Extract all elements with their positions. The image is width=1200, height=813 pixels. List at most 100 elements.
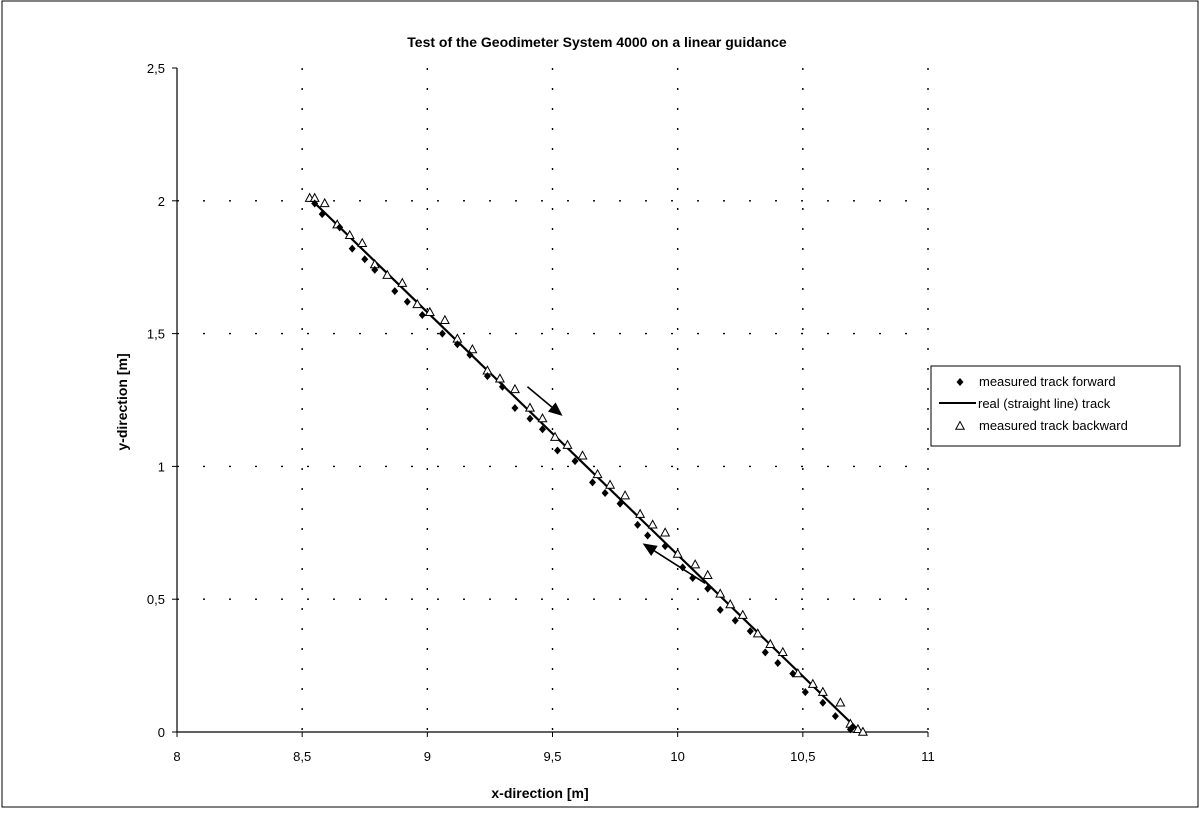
backward-point: [660, 527, 671, 537]
forward-point: [589, 478, 597, 487]
legend-item: measured track backward: [954, 418, 1128, 433]
x-tick-label: 10,5: [790, 749, 815, 764]
forward-point: [661, 542, 669, 551]
series-measured-forward: [311, 199, 857, 734]
forward-point: [438, 329, 446, 338]
legend-box: [930, 365, 1181, 447]
forward-point: [716, 605, 724, 614]
forward-point: [801, 688, 809, 697]
forward-point: [634, 520, 642, 529]
y-tick-label: 2,5: [147, 61, 165, 76]
forward-point: [483, 372, 491, 381]
forward-point: [554, 446, 562, 455]
x-tick-label: 9: [424, 749, 431, 764]
backward-point: [752, 628, 763, 638]
backward-point: [737, 609, 748, 619]
backward-point: [424, 306, 435, 317]
forward-point: [731, 616, 739, 625]
backward-point: [777, 646, 788, 657]
x-ticks: 8 8,5 9 9,5 10 10,5 11: [173, 732, 935, 764]
x-tick-label: 9,5: [543, 749, 561, 764]
legend-item: measured track forward: [956, 374, 1116, 389]
backward-point: [702, 569, 713, 579]
legend: measured track forward real (straight lin…: [930, 365, 1181, 447]
x-tick-label: 10: [670, 749, 684, 764]
forward-point: [526, 414, 534, 423]
real-track-line: [308, 197, 862, 733]
backward-point: [725, 598, 736, 609]
backward-point: [817, 686, 828, 696]
backward-point: [537, 413, 548, 423]
direction-arrows: [526, 386, 706, 584]
legend-label: measured track forward: [979, 374, 1116, 389]
arrow-backward-shaft: [654, 550, 706, 584]
backward-point: [467, 343, 478, 354]
backward-point: [857, 726, 868, 736]
forward-point: [466, 350, 474, 359]
backward-point: [412, 298, 423, 309]
forward-point: [704, 584, 712, 593]
backward-point: [509, 383, 520, 394]
forward-point: [601, 488, 609, 497]
forward-point: [371, 265, 379, 274]
backward-point: [647, 519, 658, 529]
backward-point: [357, 237, 368, 247]
forward-point: [348, 244, 356, 253]
legend-item: real (straight line) track: [939, 396, 1111, 411]
backward-point: [852, 723, 863, 734]
x-tick-label: 8: [173, 749, 180, 764]
forward-point: [761, 648, 769, 657]
forward-point: [774, 658, 782, 667]
y-axis-label: y-direction [m]: [114, 353, 130, 450]
x-tick-label: 8,5: [293, 749, 311, 764]
backward-point: [344, 229, 355, 240]
forward-point: [538, 425, 546, 434]
legend-label: measured track backward: [979, 418, 1128, 433]
backward-point: [494, 373, 505, 383]
x-tick-label: 11: [921, 749, 935, 764]
backward-point: [577, 450, 588, 460]
forward-point: [498, 382, 506, 391]
legend-marker-forward: [956, 378, 964, 386]
forward-point: [418, 311, 426, 320]
grid: [177, 68, 929, 732]
backward-point: [439, 314, 450, 325]
backward-point: [672, 548, 683, 558]
forward-point: [789, 669, 797, 678]
arrow-backward-head: [642, 543, 658, 557]
legend-label: real (straight line) track: [978, 396, 1111, 411]
series-measured-backward: [304, 192, 868, 736]
backward-point: [835, 697, 846, 707]
x-axis-label: x-direction [m]: [491, 785, 588, 801]
backward-point: [562, 439, 573, 449]
y-tick-label: 2: [158, 194, 165, 209]
forward-point: [336, 223, 344, 232]
forward-point: [391, 287, 399, 296]
backward-point: [715, 588, 726, 598]
forward-point: [831, 712, 839, 721]
forward-point: [318, 210, 326, 219]
backward-point: [635, 508, 646, 518]
backward-point: [605, 479, 616, 489]
y-tick-label: 0,5: [147, 592, 165, 607]
backward-point: [807, 678, 818, 688]
backward-point: [765, 638, 776, 649]
backward-point: [592, 468, 603, 479]
backward-point: [690, 559, 701, 569]
backward-point: [524, 402, 536, 412]
forward-point: [571, 457, 579, 466]
arrow-forward-head: [547, 402, 563, 416]
backward-point: [319, 197, 330, 208]
series-real-track: [308, 197, 862, 733]
chart-title: Test of the Geodimeter System 4000 on a …: [407, 34, 787, 50]
y-ticks: 0 0,5 1 1,5 2 2,5: [147, 61, 177, 740]
backward-point: [549, 431, 561, 441]
y-tick-label: 0: [158, 725, 165, 740]
y-tick-label: 1,5: [147, 327, 165, 342]
backward-point: [397, 277, 408, 287]
forward-point: [746, 627, 754, 636]
forward-point: [819, 698, 827, 707]
legend-marker-backward: [954, 420, 966, 430]
